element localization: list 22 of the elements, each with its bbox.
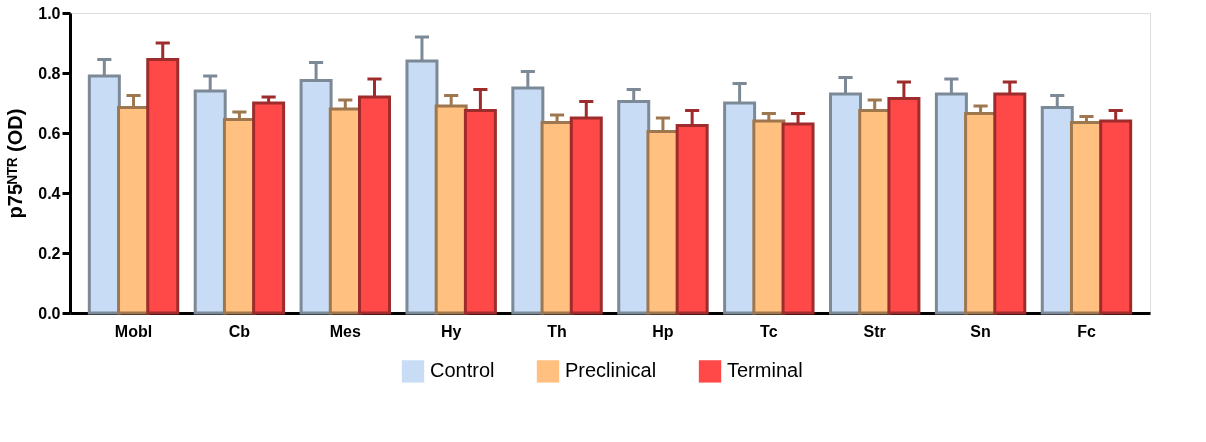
legend-label: Terminal: [727, 359, 803, 382]
x-tick-label: Sn: [970, 322, 991, 340]
legend-label: Control: [430, 359, 495, 382]
y-tick-label: 1.0: [38, 4, 61, 22]
x-tick-label: Hp: [652, 322, 674, 340]
x-tick-label: Mobl: [114, 322, 153, 340]
y-axis-title: p75ᴺᵀᴿ (OD): [4, 108, 27, 219]
x-tick-label: Str: [863, 322, 886, 340]
x-tick-label: Mes: [329, 322, 361, 340]
x-tick-label: Fc: [1077, 322, 1096, 340]
bar: [252, 101, 286, 315]
bar: [752, 119, 786, 315]
x-tick-label: Th: [547, 322, 567, 340]
x-tick-label: Hy: [440, 322, 462, 340]
x-tick-label: Tc: [760, 322, 778, 340]
y-tick-label: 0.8: [38, 64, 61, 82]
y-tick-label: 0.6: [38, 124, 61, 142]
y-tick-label: 0.4: [38, 184, 61, 202]
x-tick-label: Cb: [228, 322, 251, 340]
y-tick-label: 0.2: [38, 244, 61, 262]
legend-label: Preclinical: [565, 359, 657, 382]
y-tick-label: 0.0: [38, 304, 61, 322]
